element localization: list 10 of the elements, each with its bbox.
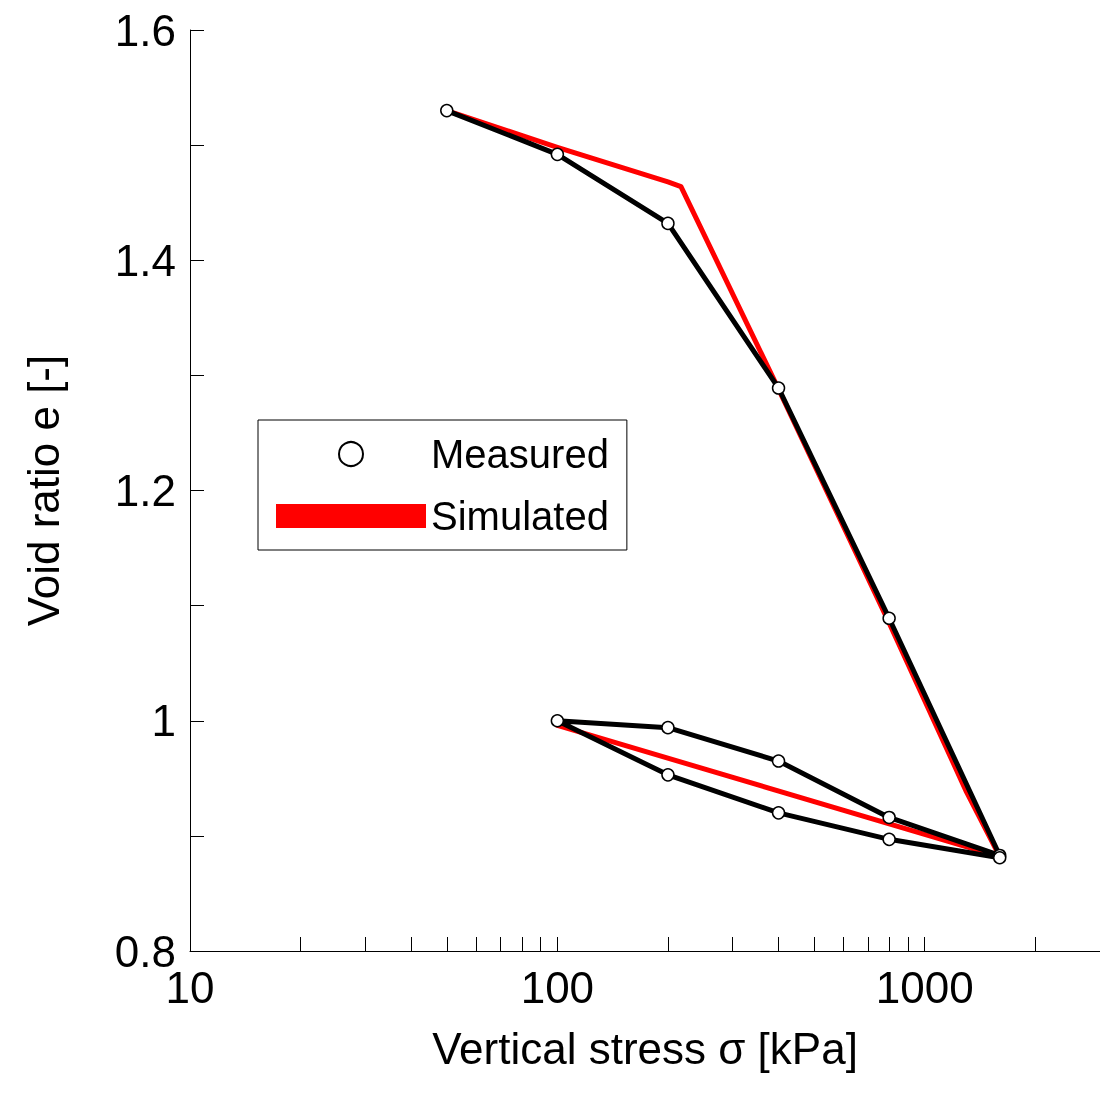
y-axis-title: Void ratio e [-] [18, 354, 68, 627]
x-tick-label: 100 [520, 962, 595, 1012]
y-tick-label: 1.2 [114, 466, 176, 515]
y-tick-label: 1 [151, 696, 176, 746]
y-tick-label: 1.6 [114, 5, 176, 55]
x-tick-label: 1000 [875, 962, 974, 1012]
x-axis-title: Vertical stress σ [kPa] [432, 1023, 858, 1073]
y-tick-label: 1.4 [114, 235, 176, 285]
legend-label: Measured [431, 432, 609, 476]
legend-label: Simulated [431, 494, 609, 538]
